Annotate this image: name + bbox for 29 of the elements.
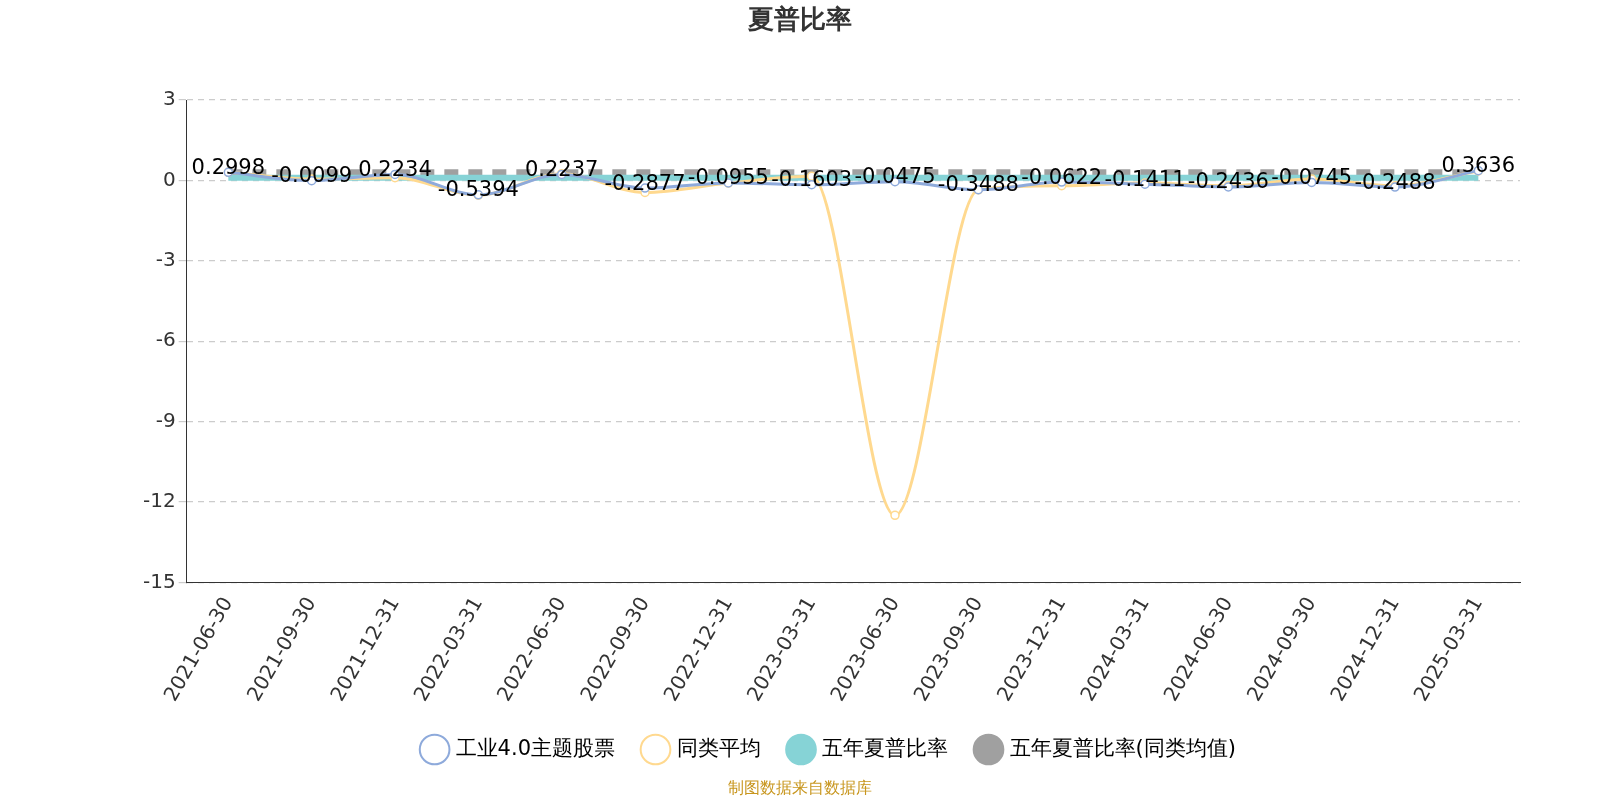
y-tick-label: 3: [162, 86, 176, 111]
data-label: -0.2488: [1354, 169, 1436, 194]
legend-label: 五年夏普比率(同类均值): [1009, 735, 1236, 760]
data-label: -0.0745: [1271, 164, 1353, 189]
y-tick-label: -6: [155, 327, 176, 352]
y-tick-label: -3: [155, 246, 176, 271]
data-label: -0.0475: [854, 164, 936, 189]
y-tick-label: -15: [142, 568, 176, 593]
chart-title: 夏普比率: [747, 3, 852, 34]
legend-label: 五年夏普比率: [822, 735, 949, 760]
text: 制图数据来自数据库: [728, 778, 872, 798]
y-tick-label: 0: [162, 166, 176, 191]
data-label: 0.2234: [358, 156, 432, 181]
y-tick-label: -12: [142, 488, 176, 513]
data-label: -0.1411: [1104, 166, 1186, 191]
y-tick-label: -9: [155, 407, 176, 432]
data-label: 0.3636: [1441, 153, 1516, 178]
data-label: -0.0099: [271, 163, 353, 188]
data-label: -0.1603: [771, 167, 853, 192]
data-label: -0.3488: [937, 172, 1019, 197]
data-label: 0.2998: [191, 154, 266, 179]
data-label: -0.2436: [1187, 169, 1269, 194]
data-label: -0.2877: [604, 170, 686, 195]
data-label: -0.0622: [1021, 164, 1103, 189]
data-label: -0.0955: [687, 165, 769, 190]
data-label: -0.5394: [437, 177, 519, 202]
legend-label: 工业4.0主题股票: [455, 735, 616, 760]
legend-label: 同类平均: [676, 735, 761, 760]
data-label: 0.2237: [524, 156, 599, 181]
